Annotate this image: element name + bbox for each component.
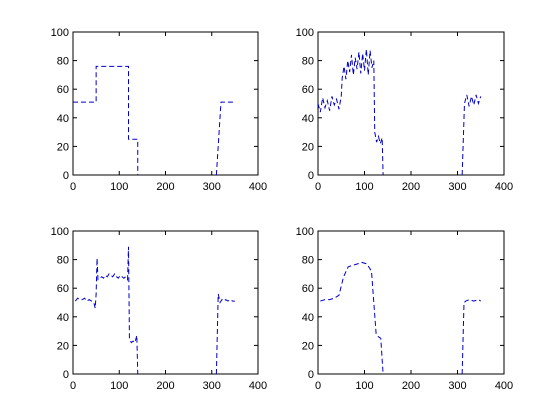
y-tick-label: 100 [296, 27, 314, 39]
y-tick-label: 0 [63, 170, 69, 182]
y-tick-label: 80 [302, 255, 314, 267]
x-tick-label: 100 [110, 380, 128, 392]
y-tick-label: 40 [302, 312, 314, 324]
x-tick-label: 0 [315, 181, 321, 193]
y-tick-label: 80 [57, 56, 69, 68]
y-tick-label: 20 [57, 141, 69, 153]
x-tick-label: 400 [249, 181, 267, 193]
y-tick-label: 20 [302, 141, 314, 153]
y-tick-label: 0 [308, 369, 314, 381]
y-tick-label: 40 [57, 312, 69, 324]
y-tick-label: 100 [296, 226, 314, 238]
plot-1: 0 100 200 300 400 0 20 40 60 80 100 [51, 27, 268, 193]
plot-3: 0 100 200 300 400 0 20 40 60 80 100 [51, 226, 268, 392]
y-tick-label: 20 [57, 340, 69, 352]
y-tick-label: 60 [302, 84, 314, 96]
series-line [74, 246, 139, 375]
axes-frame [317, 31, 505, 176]
y-tick-label: 0 [63, 369, 69, 381]
y-tick-label: 20 [302, 340, 314, 352]
x-tick-label: 0 [70, 380, 76, 392]
y-tick-label: 60 [57, 283, 69, 295]
y-tick-label: 60 [57, 84, 69, 96]
series-line [73, 65, 139, 175]
x-tick-label: 100 [355, 181, 373, 193]
y-tick-label: 100 [51, 226, 69, 238]
x-tick-label: 100 [355, 380, 373, 392]
x-tick-label: 300 [203, 181, 221, 193]
x-tick-label: 300 [203, 380, 221, 392]
y-tick-label: 80 [302, 56, 314, 68]
axes-frame [72, 230, 259, 375]
x-tick-label: 400 [495, 181, 513, 193]
axes-frame [317, 230, 505, 375]
x-tick-label: 200 [156, 181, 174, 193]
x-tick-label: 400 [249, 380, 267, 392]
y-tick-label: 60 [302, 283, 314, 295]
x-tick-label: 0 [315, 380, 321, 392]
plot-4: 0 100 200 300 400 0 20 40 60 80 100 [296, 226, 514, 392]
x-tick-label: 100 [110, 181, 128, 193]
x-tick-label: 200 [402, 380, 420, 392]
x-tick-label: 0 [70, 181, 76, 193]
y-tick-label: 40 [302, 113, 314, 125]
plot-2: 0 100 200 300 400 0 20 40 60 80 100 [296, 27, 514, 193]
series-line [320, 261, 384, 375]
y-tick-label: 0 [308, 170, 314, 182]
axes-frame [72, 31, 259, 176]
y-tick-label: 40 [57, 113, 69, 125]
x-tick-label: 200 [402, 181, 420, 193]
y-tick-label: 100 [51, 27, 69, 39]
series-line [215, 101, 235, 176]
series-line [215, 293, 235, 375]
series-line [317, 49, 384, 176]
x-tick-label: 200 [156, 380, 174, 392]
x-tick-label: 300 [448, 380, 466, 392]
x-tick-label: 300 [448, 181, 466, 193]
series-line [461, 94, 482, 176]
y-tick-label: 80 [57, 255, 69, 267]
x-tick-label: 400 [495, 380, 513, 392]
